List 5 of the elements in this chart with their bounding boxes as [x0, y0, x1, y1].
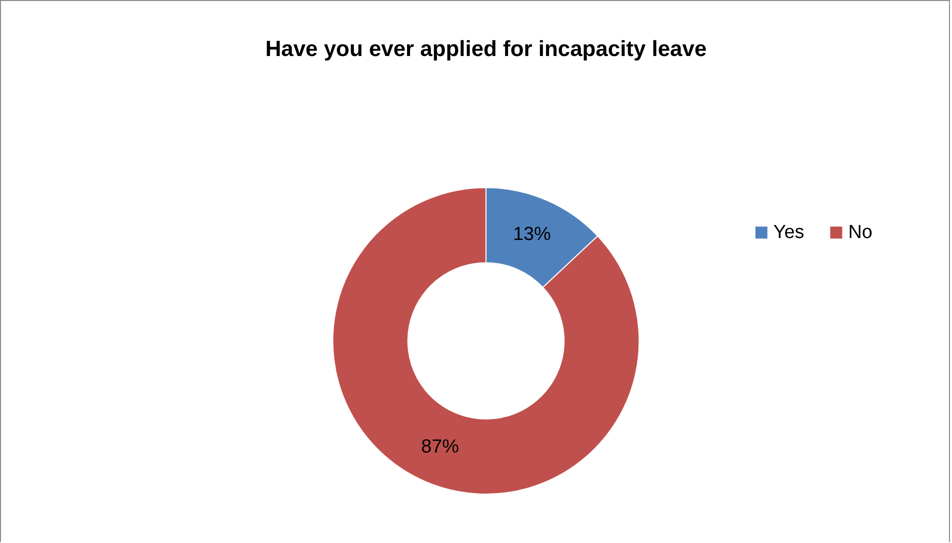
data-label: 87% — [421, 436, 460, 458]
chart-title: Have you ever applied for incapacity leave — [265, 36, 707, 61]
legend-label: No — [848, 222, 872, 243]
legend-label: Yes — [773, 222, 804, 243]
data-label: 13% — [512, 224, 552, 245]
